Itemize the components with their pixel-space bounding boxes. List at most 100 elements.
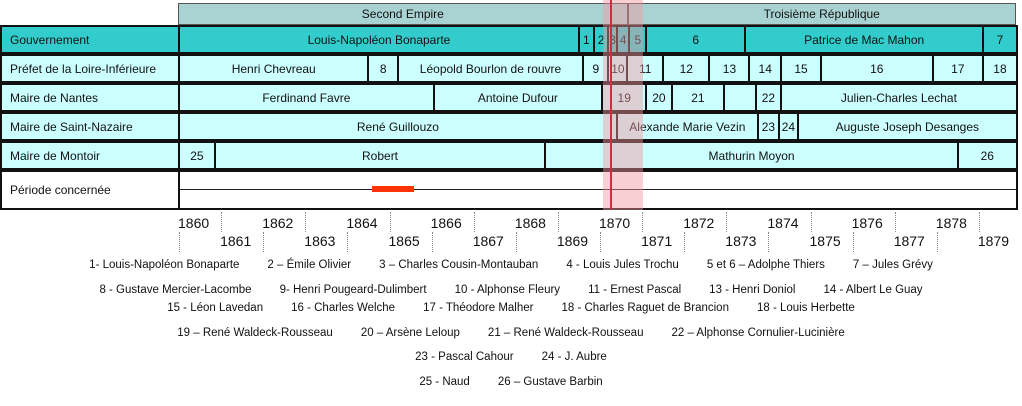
highlight-line: [609, 0, 612, 210]
tick-line: [305, 212, 307, 232]
legend-entry: 1- Louis-Napoléon Bonaparte: [89, 259, 240, 271]
tick-label: 1870: [599, 215, 631, 231]
timeline-segment: 6: [645, 25, 747, 54]
timeline-segment: 13: [708, 54, 751, 83]
tick-line: [179, 232, 180, 252]
legend-line: 15 - Léon Lavedan 16 - Charles Welche 17 -…: [0, 302, 1022, 314]
timeline-segment: Léopold Bourlon de rouvre: [396, 54, 585, 83]
tick-label: 1875: [809, 233, 841, 249]
timeline-segment: 19: [601, 83, 648, 112]
timeline-segment: 12: [662, 54, 711, 83]
tick-label: 1869: [556, 233, 589, 249]
tick-line: [768, 232, 770, 252]
timeline-segment: [723, 83, 757, 112]
timeline-segment: Ferdinand Favre: [178, 83, 435, 112]
legend-entry: 4 - Louis Jules Trochu: [566, 259, 679, 271]
timeline-segment: 26: [956, 141, 1018, 170]
timeline-segment: Robert: [213, 141, 547, 170]
legend-line: 23 - Pascal Cahour 24 - J. Aubre: [0, 351, 1022, 363]
legend-entry: 14 - Albert Le Guay: [823, 284, 923, 296]
legend-entry: 24 - J. Aubre: [541, 351, 607, 363]
tick-label: 1872: [683, 215, 715, 231]
row-label: Maire de Montoir: [0, 141, 180, 170]
tick-line: [936, 232, 938, 252]
legend-entry: 20 – Arsène Leloup: [360, 327, 460, 339]
row-label: Période concernée: [0, 170, 180, 210]
tick-label: 1860: [178, 215, 210, 231]
timeline-segment: 16: [820, 54, 934, 83]
timeline-segment: Henri Chevreau: [178, 54, 370, 83]
legend-entry: 17 - Théodore Malher: [423, 302, 534, 314]
tick-label: 1867: [472, 233, 504, 249]
tick-label: 1877: [893, 233, 925, 249]
tick-line: [852, 232, 854, 252]
legend-line: 25 - Naud 26 – Gustave Barbin: [0, 376, 1022, 388]
timeline-segment: 20: [645, 83, 673, 112]
legend-entry: 22 – Alphonse Cornulier-Lucinière: [671, 327, 845, 339]
tick-label: 1861: [220, 233, 252, 249]
tick-label: 1873: [725, 233, 757, 249]
tick-label: 1879: [977, 233, 1010, 249]
timeline-segment: 5: [628, 25, 648, 54]
legend-entry: 11 - Ernest Pascal: [588, 284, 682, 296]
timeline-segment: 23: [756, 112, 780, 141]
timeline-segment: 21: [670, 83, 726, 112]
tick-line: [726, 212, 728, 232]
tick-line: [684, 232, 686, 252]
era-band: Second Empire: [178, 3, 628, 25]
tick-line: [473, 212, 475, 232]
tick-line: [557, 212, 559, 232]
tick-label: 1876: [851, 215, 883, 231]
row-label: Maire de Nantes: [0, 83, 180, 112]
timeline-segment: Mathurin Moyon: [544, 141, 959, 170]
tick-label: 1871: [641, 233, 673, 249]
timeline-segment: 17: [931, 54, 985, 83]
legend-entry: 5 et 6 – Adolphe Thiers: [706, 259, 825, 271]
tick-label: 1866: [430, 215, 462, 231]
timeline-segment: Antoine Dufour: [432, 83, 604, 112]
tick-line: [431, 232, 433, 252]
tick-label: 1874: [767, 215, 799, 231]
period-axis-line: [180, 189, 1016, 190]
legend-entry: 23 - Pascal Cahour: [415, 351, 514, 363]
tick-label: 1878: [935, 215, 967, 231]
timeline-segment: 25: [178, 141, 216, 170]
period-bar: [371, 186, 414, 192]
timeline-segment: 8: [367, 54, 399, 83]
tick-line: [894, 212, 896, 232]
legend-entry: 13 - Henri Doniol: [709, 284, 796, 296]
legend-entry: 2 – Émile Olivier: [267, 259, 352, 271]
tick-line: [978, 212, 980, 232]
timeline-segment: 14: [748, 54, 783, 83]
tick-line: [600, 232, 601, 252]
legend-line: 1- Louis-Napoléon Bonaparte 2 – Émile Oli…: [0, 259, 1022, 271]
legend-entry: 9- Henri Pougeard-Dulimbert: [279, 284, 427, 296]
tick-line: [515, 232, 517, 252]
timeline-segment: 10: [607, 54, 629, 83]
legend-entry: 21 – René Waldeck-Rousseau: [487, 327, 644, 339]
timeline-segment: Auguste Joseph Desanges: [796, 112, 1018, 141]
tick-line: [642, 212, 644, 232]
timeline-segment: 24: [777, 112, 799, 141]
tick-label: 1864: [346, 215, 378, 231]
legend-entry: 18 - Louis Herbette: [756, 302, 855, 314]
period-frame: [178, 170, 1018, 210]
row-label: Gouvernement: [0, 25, 180, 54]
tick-line: [389, 212, 391, 232]
legend-line: 8 - Gustave Mercier-Lacombe 9- Henri Poug…: [0, 284, 1022, 296]
legend-entry: 26 – Gustave Barbin: [497, 376, 603, 388]
timeline-segment: 18: [982, 54, 1018, 83]
legend-entry: 16 - Charles Welche: [291, 302, 396, 314]
legend-entry: 19 – René Waldeck-Rousseau: [177, 327, 333, 339]
timeline-segment: 15: [780, 54, 822, 83]
tick-label: 1865: [388, 233, 420, 249]
timeline-segment: 22: [754, 83, 783, 112]
row-label: Préfet de la Loire-Inférieure: [0, 54, 180, 83]
tick-line: [263, 232, 265, 252]
timeline-segment: Louis-Napoléon Bonaparte: [178, 25, 580, 54]
timeline-segment: 11: [626, 54, 665, 83]
timeline-segment: René Guillouzo: [178, 112, 618, 141]
tick-label: 1863: [304, 233, 336, 249]
legend-entry: 7 – Jules Grévy: [852, 259, 933, 271]
